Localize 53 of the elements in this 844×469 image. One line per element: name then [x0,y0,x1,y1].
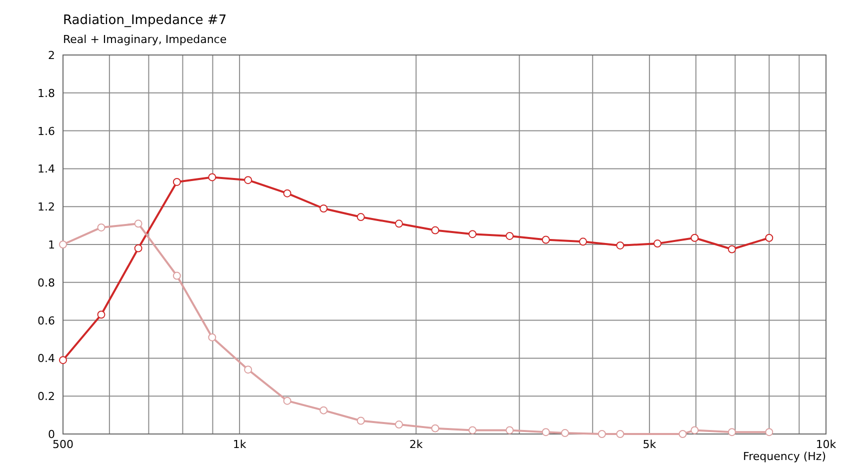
y-tick-label: 2 [48,49,55,62]
point [134,220,142,228]
point [134,244,142,252]
point [394,420,403,429]
point [172,178,181,186]
point [506,426,514,434]
y-tick-label: 1.2 [38,200,55,214]
point [97,310,106,319]
x-tick-label: 10k [816,438,837,451]
x-tick-label: 1k [232,438,247,451]
y-tick-label: 1 [48,238,55,252]
chart-subtitle: Real + Imaginary, Impedance [63,33,227,46]
point [542,428,550,436]
point [431,226,440,234]
point [59,356,67,364]
point [542,236,550,244]
y-tick-label: 0.8 [38,276,55,290]
x-axis-title: Frequency (Hz) [743,450,826,463]
y-tick-label: 0 [48,428,55,441]
point [356,213,365,222]
point [320,204,328,212]
y-tick-label: 0.2 [38,390,55,404]
point [244,176,252,184]
point [208,333,216,342]
point [244,366,252,374]
x-tick-label: 500 [52,438,74,451]
y-tick-label: 1.6 [38,124,55,138]
point [616,241,624,250]
point [97,223,106,232]
point [283,396,292,405]
point [765,234,774,242]
y-tick-label: 0.4 [38,352,55,366]
point [320,406,328,414]
chart-title: Radiation_Impedance #7 [63,13,227,28]
point [356,416,365,425]
point [468,230,477,238]
point [394,220,403,228]
x-tick-label: 5k [642,438,657,451]
point [208,173,216,182]
point [653,240,662,248]
x-tick-label: 2k [409,438,424,451]
point [579,238,588,246]
y-tick-label: 1.8 [38,86,55,100]
point [59,240,67,248]
point [506,232,514,240]
point [172,272,181,280]
y-tick-label: 1.4 [38,162,55,176]
point [468,426,477,434]
point [283,189,292,198]
point [690,234,699,242]
point [431,424,440,432]
y-tick-label: 0.6 [38,314,55,328]
point [728,245,736,254]
